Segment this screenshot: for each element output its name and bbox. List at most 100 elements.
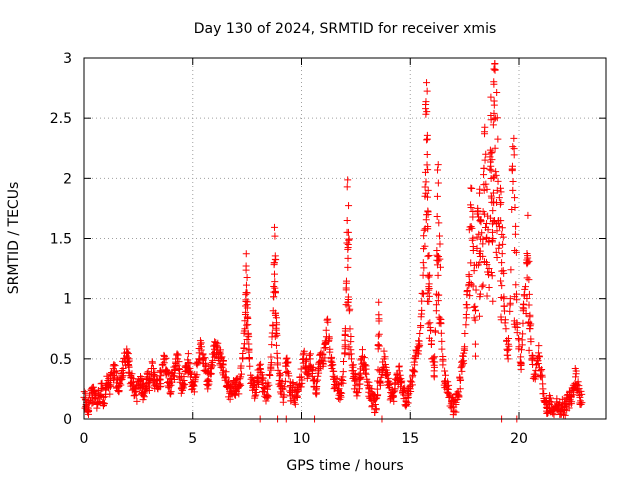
data-point [263, 391, 271, 399]
data-point-sample [368, 402, 376, 410]
data-point [167, 381, 175, 389]
data-point-sample [396, 371, 404, 379]
data-point-sample [425, 285, 433, 293]
data-point-sample [517, 346, 525, 354]
data-point [395, 367, 403, 375]
y-tick-label: 1.5 [50, 232, 72, 248]
data-point-sample [444, 378, 452, 386]
data-point-sample [525, 290, 533, 298]
data-point-sample [309, 366, 317, 374]
data-point-sample [466, 279, 474, 287]
data-point-sample [362, 370, 370, 378]
data-point-sample [528, 351, 536, 359]
y-tick-label: 3 [63, 51, 72, 67]
data-point-sample [523, 295, 531, 303]
data-point-sample [207, 363, 215, 371]
data-point-sample [337, 393, 345, 401]
data-point-sample [361, 369, 369, 377]
data-point [517, 361, 525, 369]
data-point [498, 259, 506, 267]
data-point-sample [216, 346, 224, 354]
data-point-sample [246, 362, 254, 370]
data-point-sample [208, 362, 216, 370]
data-point-sample [400, 386, 408, 394]
y-tick-label: 0.5 [50, 352, 72, 368]
data-point-sample [231, 391, 239, 399]
data-point-sample [529, 352, 537, 360]
data-point-sample [434, 161, 442, 169]
data-point-sample [358, 353, 366, 361]
data-point-sample [499, 240, 507, 248]
data-point-sample [190, 388, 198, 396]
data-point-sample [374, 332, 382, 340]
data-point-sample [486, 165, 494, 173]
data-point [200, 355, 208, 363]
data-point-sample [272, 341, 280, 349]
data-point-sample [347, 338, 355, 346]
data-point-sample [291, 400, 299, 408]
data-point-sample [344, 176, 352, 184]
data-point-sample [524, 252, 532, 260]
data-point-sample [437, 263, 445, 271]
data-point-sample [488, 148, 496, 156]
data-point-sample [391, 385, 399, 393]
data-point-sample [476, 247, 484, 255]
data-point-sample [467, 259, 475, 267]
data-point-sample [237, 381, 245, 389]
data-point-sample [560, 411, 568, 419]
y-axis-label: SRMTID / TECUs [6, 182, 22, 295]
data-point-sample [190, 382, 198, 390]
data-point-sample [489, 189, 497, 197]
data-point-sample [512, 222, 520, 230]
data-point-sample [184, 350, 192, 358]
data-point [472, 307, 479, 315]
data-point-sample [100, 400, 108, 408]
data-point-sample [285, 372, 293, 380]
data-point-sample [107, 381, 115, 389]
x-axis-label: GPS time / hours [286, 458, 403, 474]
data-point-sample [242, 262, 250, 270]
data-point [132, 391, 140, 399]
data-point-sample [273, 331, 281, 339]
data-point-sample [384, 369, 392, 377]
data-point-sample [486, 214, 494, 222]
data-point [250, 384, 258, 392]
data-point-sample [525, 276, 533, 284]
data-point-sample [111, 369, 119, 377]
data-point [313, 383, 321, 391]
data-point-sample [525, 346, 533, 354]
data-point-sample [415, 340, 423, 348]
data-point-sample [222, 374, 230, 382]
data-point-sample [176, 375, 184, 383]
data-point-sample [374, 366, 382, 374]
data-point-sample [145, 387, 153, 395]
data-point-sample [422, 105, 430, 113]
data-point-sample [413, 347, 421, 355]
data-point-sample [461, 346, 469, 354]
data-point-sample [289, 378, 297, 386]
data-point [270, 259, 278, 267]
data-point-sample [214, 339, 222, 347]
data-point-sample [141, 386, 149, 394]
data-point-sample [167, 388, 175, 396]
data-point-sample [482, 180, 490, 188]
data-point-sample [436, 255, 444, 263]
data-point-sample [346, 305, 354, 313]
data-point-sample [435, 291, 443, 299]
data-point-sample [503, 351, 511, 359]
data-point-sample [425, 292, 433, 300]
data-point-sample [202, 361, 210, 369]
data-point-sample [438, 345, 446, 353]
data-point-sample [478, 229, 486, 237]
data-point-sample [423, 87, 431, 95]
data-point-sample [406, 381, 414, 389]
data-point-sample [562, 402, 570, 410]
data-point-sample [498, 282, 506, 290]
data-point-sample [408, 378, 416, 386]
data-point-sample [475, 312, 483, 320]
data-point-sample [469, 282, 477, 290]
data-point-sample [84, 407, 92, 415]
data-point-sample [375, 317, 383, 325]
data-point-sample [245, 354, 253, 362]
data-point-sample [538, 373, 546, 381]
